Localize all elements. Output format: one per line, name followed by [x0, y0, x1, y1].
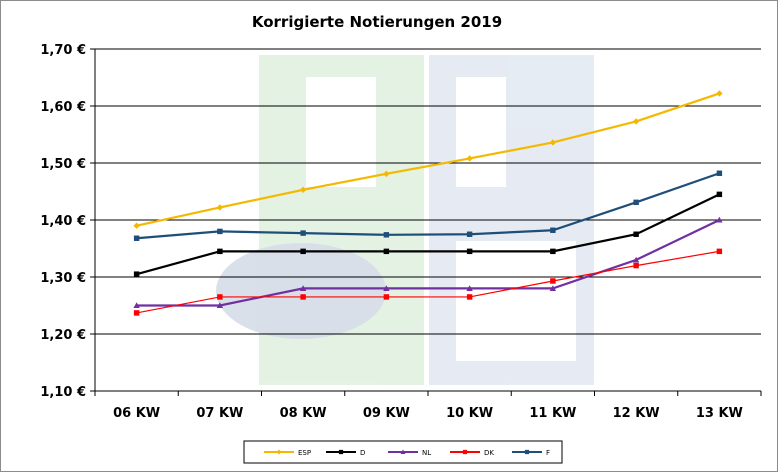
chart-title: Korrigierte Notierungen 2019	[252, 13, 502, 31]
x-tick-label: 08 KW	[280, 406, 327, 421]
series-line-esp	[136, 92, 720, 227]
legend-marker-f	[524, 449, 530, 455]
legend-marker-nl	[400, 449, 406, 454]
legend-marker-d	[338, 449, 344, 455]
data-point-f	[466, 231, 473, 237]
data-point-esp	[299, 186, 307, 193]
legend-label-f: F	[546, 449, 550, 457]
legend-label-dk: DK	[484, 449, 494, 457]
data-point-f	[300, 230, 306, 236]
x-tick-label: 13 KW	[696, 406, 743, 421]
y-tick-label: 1,40 €	[40, 214, 86, 229]
data-point-d	[300, 248, 306, 255]
data-point-dk	[217, 294, 223, 300]
data-point-nl	[216, 302, 224, 309]
data-point-dk	[300, 294, 306, 300]
data-point-d	[133, 271, 140, 277]
data-point-esp	[716, 90, 723, 97]
series-line-nl	[136, 219, 720, 307]
data-point-f	[217, 228, 223, 235]
data-point-esp	[216, 204, 224, 211]
series-line-d	[136, 193, 720, 276]
data-point-esp	[383, 170, 390, 178]
legend-marker-dk	[462, 449, 468, 455]
series-lines	[136, 92, 720, 314]
y-tick-label: 1,20 €	[40, 328, 86, 343]
data-point-esp	[466, 155, 473, 162]
data-point-nl	[133, 302, 140, 309]
data-point-dk	[383, 294, 390, 300]
data-point-d	[383, 248, 390, 255]
legend-marker-esp	[276, 449, 282, 455]
series-line-dk	[136, 250, 720, 314]
data-point-dk	[716, 248, 723, 255]
data-point-esp	[632, 118, 640, 125]
x-axis-ticks: 06 KW 07 KW 08 KW 09 KW 10 KW 11 KW 12 KW 13 KW	[94, 391, 762, 421]
data-point-nl	[716, 216, 723, 223]
x-tick-label: 06 KW	[113, 406, 160, 421]
y-tick-label: 1,60 €	[40, 100, 86, 115]
data-point-dk	[466, 294, 473, 300]
data-point-dk	[133, 310, 140, 316]
x-tick-label: 07 KW	[196, 406, 243, 421]
data-point-d	[466, 248, 473, 255]
x-tick-label: 11 KW	[529, 406, 576, 421]
y-tick-label: 1,30 €	[40, 271, 86, 286]
legend-label-nl: NL	[422, 449, 431, 457]
series-line-f	[136, 172, 720, 240]
data-point-nl	[383, 285, 390, 291]
data-point-nl	[299, 285, 307, 291]
data-point-dk	[550, 278, 556, 284]
data-point-nl	[632, 256, 640, 263]
data-point-f	[550, 227, 556, 233]
y-axis-ticks: 1,10 € 1,20 € 1,30 € 1,40 € 1,50 € 1,60 € 1,70…	[40, 43, 95, 400]
data-point-f	[633, 199, 639, 206]
axes	[94, 49, 761, 392]
data-point-nl	[549, 285, 557, 291]
data-point-f	[716, 170, 723, 176]
legend: ESP D NL DK F	[243, 440, 563, 464]
legend-label-d: D	[360, 449, 365, 457]
data-point-f	[133, 235, 140, 241]
data-point-d	[633, 231, 639, 237]
grid-lines	[95, 48, 761, 335]
y-tick-label: 1,10 €	[40, 385, 86, 400]
y-tick-label: 1,70 €	[40, 43, 86, 58]
data-point-f	[383, 232, 390, 238]
x-tick-label: 12 KW	[613, 406, 660, 421]
x-tick-label: 09 KW	[363, 406, 410, 421]
x-tick-label: 10 KW	[446, 406, 493, 421]
data-point-esp	[133, 222, 140, 229]
data-point-d	[217, 248, 223, 255]
data-point-dk	[633, 262, 639, 269]
legend-label-esp: ESP	[298, 449, 311, 457]
series-markers	[133, 90, 723, 316]
data-point-nl	[466, 285, 473, 291]
y-tick-label: 1,50 €	[40, 157, 86, 172]
data-point-d	[716, 191, 723, 198]
data-point-esp	[549, 139, 557, 146]
data-point-d	[550, 248, 556, 255]
